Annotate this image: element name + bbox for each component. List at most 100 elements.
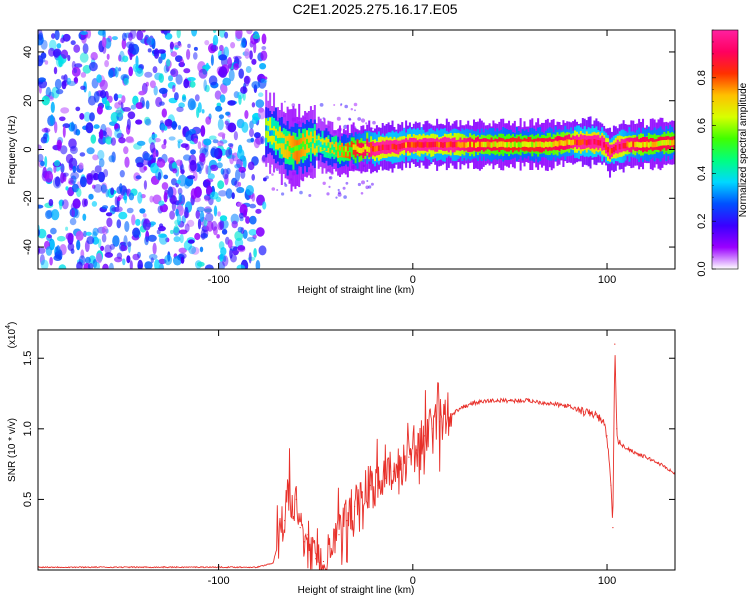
noise-blob bbox=[76, 187, 82, 198]
noise-blob bbox=[144, 71, 153, 78]
noise-blob bbox=[89, 61, 98, 72]
ridge-core-cell bbox=[482, 141, 485, 148]
noise-blob bbox=[173, 225, 179, 234]
scatter-dot bbox=[372, 120, 376, 125]
noise-blob bbox=[225, 122, 233, 131]
ridge-core-cell bbox=[535, 141, 538, 147]
noise-blob bbox=[251, 58, 257, 65]
noise-blob bbox=[232, 152, 239, 162]
snr-point bbox=[295, 498, 297, 500]
noise-blob bbox=[205, 164, 209, 175]
noise-blob bbox=[161, 182, 169, 190]
noise-blob bbox=[158, 200, 165, 206]
noise-blob bbox=[251, 102, 256, 108]
ridge-core-cell bbox=[269, 130, 272, 136]
noise-blob bbox=[192, 171, 198, 182]
scatter-dot bbox=[357, 182, 361, 187]
snr-point bbox=[583, 411, 585, 413]
noise-blob bbox=[119, 183, 123, 192]
noise-blob bbox=[260, 78, 268, 84]
ridge-core-cell bbox=[591, 139, 594, 146]
ridge-core-cell bbox=[475, 142, 478, 148]
ridge-core-cell bbox=[385, 144, 388, 150]
ridge-cell bbox=[280, 132, 283, 155]
snr-point bbox=[385, 477, 387, 479]
noise-blob bbox=[65, 226, 69, 231]
noise-blob bbox=[40, 259, 49, 269]
snr-point bbox=[567, 405, 569, 407]
snr-point bbox=[423, 435, 426, 437]
ridge-core-cell bbox=[630, 141, 633, 147]
ridge-cell bbox=[354, 145, 357, 158]
noise-blob bbox=[189, 81, 196, 88]
ridge-core-cell bbox=[302, 141, 305, 147]
ridge-core-cell bbox=[393, 143, 396, 150]
ridge-cell bbox=[286, 135, 289, 160]
noise-blob bbox=[142, 30, 146, 33]
ridge-core-cell bbox=[603, 142, 606, 148]
noise-blob bbox=[54, 251, 62, 259]
noise-blob bbox=[57, 141, 62, 152]
ridge-cell bbox=[309, 131, 312, 149]
noise-blob bbox=[196, 206, 205, 212]
y-tick-label: 0 bbox=[22, 146, 34, 152]
ridge-core-cell bbox=[642, 141, 645, 148]
scatter-dot bbox=[343, 124, 348, 129]
noise-blob bbox=[99, 79, 108, 91]
ridge-cell bbox=[282, 134, 285, 158]
noise-blob bbox=[58, 264, 67, 269]
noise-blob bbox=[173, 236, 181, 243]
noise-blob bbox=[131, 214, 136, 226]
noise-blob bbox=[247, 161, 255, 171]
ridge-core-cell bbox=[502, 141, 505, 147]
ridge-core-cell bbox=[265, 125, 268, 131]
noise-blob bbox=[201, 109, 205, 114]
scatter-dot bbox=[353, 102, 358, 107]
ridge-core-cell bbox=[432, 141, 435, 148]
scatter-dot bbox=[284, 183, 288, 187]
scatter-dot bbox=[360, 118, 366, 123]
noise-blob bbox=[129, 260, 133, 269]
ridge-cell bbox=[337, 147, 340, 158]
noise-blob bbox=[187, 175, 196, 180]
noise-blob bbox=[177, 125, 182, 130]
svg-text:(x104): (x104) bbox=[5, 322, 18, 349]
ridge-core-cell bbox=[387, 144, 390, 151]
scatter-dot bbox=[342, 186, 346, 190]
noise-blob bbox=[51, 33, 56, 39]
ridge-core-cell bbox=[420, 142, 423, 148]
noise-blob bbox=[231, 220, 238, 229]
noise-blob bbox=[117, 94, 123, 99]
noise-region bbox=[38, 30, 376, 269]
noise-blob bbox=[128, 32, 133, 41]
noise-blob bbox=[137, 191, 143, 204]
noise-blob bbox=[249, 215, 257, 225]
noise-blob bbox=[56, 43, 62, 49]
ridge-core-cell bbox=[616, 143, 619, 150]
noise-blob bbox=[97, 149, 105, 161]
ridge-core-cell bbox=[665, 140, 668, 146]
ridge-core-cell bbox=[560, 140, 563, 146]
ridge-core-cell bbox=[389, 144, 392, 150]
ridge-core-cell bbox=[463, 142, 466, 148]
ridge-core-cell bbox=[436, 141, 439, 147]
noise-blob bbox=[179, 233, 184, 244]
ridge-core-cell bbox=[418, 142, 421, 148]
scatter-dot bbox=[343, 195, 347, 199]
noise-blob bbox=[135, 102, 144, 110]
noise-blob bbox=[231, 192, 235, 200]
noise-blob bbox=[257, 108, 266, 120]
noise-blob bbox=[203, 138, 212, 146]
noise-blob bbox=[167, 186, 174, 198]
noise-blob bbox=[116, 219, 122, 229]
noise-blob bbox=[71, 121, 74, 132]
ridge-cell bbox=[315, 139, 318, 153]
scatter-dot bbox=[370, 182, 374, 186]
noise-blob bbox=[95, 252, 103, 264]
snr-point bbox=[377, 484, 379, 486]
noise-blob bbox=[217, 132, 226, 137]
noise-blob bbox=[151, 133, 158, 139]
ridge-core-cell bbox=[671, 140, 674, 146]
noise-blob bbox=[217, 140, 224, 147]
noise-blob bbox=[243, 157, 247, 170]
